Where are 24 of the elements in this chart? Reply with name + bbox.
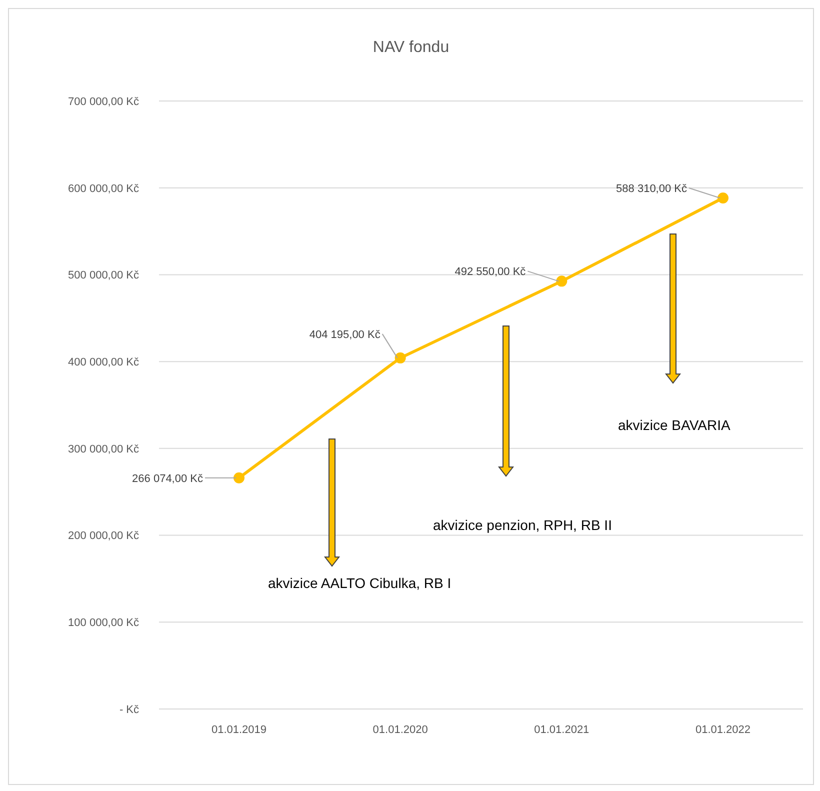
y-tick-label: 700 000,00 Kč xyxy=(68,96,140,108)
point xyxy=(394,352,406,364)
x-tick-label: 01.01.2019 xyxy=(211,724,267,736)
point xyxy=(556,276,568,287)
data-label: 266 074,00 Kč xyxy=(132,472,204,485)
y-tick-label: 300 000,00 Kč xyxy=(68,443,140,456)
y-tick-label: 500 000,00 Kč xyxy=(68,270,140,282)
y-tick-label: 200 000,00 Kč xyxy=(68,530,140,542)
x-tick-label: 01.01.2021 xyxy=(534,724,590,736)
y-tick-label: 400 000,00 Kč xyxy=(68,356,140,368)
annotation: akvizice penzion, RPH, RB II xyxy=(433,517,612,533)
point xyxy=(718,192,728,204)
annotation: akvizice BAVARIA xyxy=(618,417,730,433)
annotation: akvizice AALTO Cibulka, RB I xyxy=(268,575,452,591)
x-tick-label: 01.01.2020 xyxy=(372,724,428,736)
x-tick-label: 01.01.2022 xyxy=(695,724,751,736)
data-label: 588 310,00 Kč xyxy=(616,183,688,196)
y-tick-label: - Kč xyxy=(119,704,140,716)
y-tick-label: 600 000,00 Kč xyxy=(68,182,140,195)
data-label: 404 195,00 Kč xyxy=(309,328,381,341)
y-tick-label: 100 000,00 Kč xyxy=(68,617,140,630)
chart-title: NAV fondu xyxy=(372,39,450,57)
point xyxy=(234,472,244,484)
data-label: 492 550,00 Kč xyxy=(454,266,526,278)
